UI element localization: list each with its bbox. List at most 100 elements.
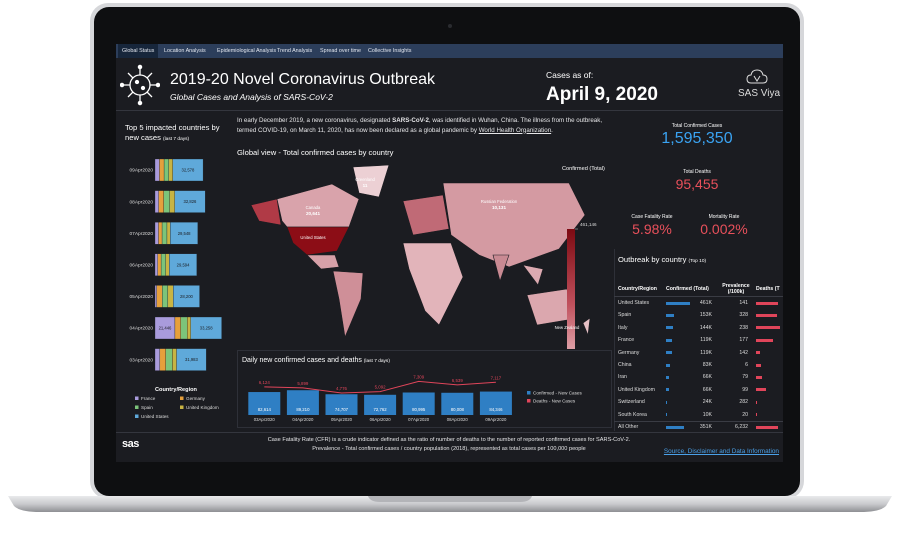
bar <box>479 391 512 415</box>
camera <box>448 24 452 28</box>
deaths-bar <box>756 338 773 342</box>
bar-segment <box>154 285 157 308</box>
confirmed-bar <box>666 425 685 429</box>
alaska <box>250 198 282 226</box>
bar-segment <box>163 190 170 213</box>
country: Italy <box>618 324 628 331</box>
x-tick-label: 09Apr2020 <box>485 417 507 422</box>
date-label: Cases as of: <box>546 70 594 80</box>
bar <box>286 390 319 415</box>
bar-segment <box>154 253 158 276</box>
map-legend-title: Confirmed (Total) <box>562 166 605 172</box>
confirmed: 144K <box>699 324 712 331</box>
bar-segment <box>180 316 188 340</box>
map-value: 11 <box>363 183 368 188</box>
legend-swatch <box>135 396 139 400</box>
notch <box>368 496 532 502</box>
deaths-bar <box>756 313 777 317</box>
southeast-asia <box>522 264 544 286</box>
bar <box>402 392 435 415</box>
bar-segment <box>160 253 166 276</box>
deaths-bar <box>756 425 778 429</box>
value-label: 72,762 <box>374 407 388 412</box>
confirmed: 119K <box>700 349 712 356</box>
source-link[interactable]: Source, Disclaimer and Data Information <box>663 448 779 455</box>
country: China <box>618 362 632 368</box>
bar-segment <box>172 158 204 182</box>
map-title: Global view - Total confirmed cases by c… <box>237 148 394 157</box>
subtitle: Global Cases and Analysis of SARS-CoV-2 <box>170 92 333 102</box>
intro-text: . <box>551 126 553 134</box>
prevalence: 20 <box>742 411 748 418</box>
table-note: (Top 10) <box>688 259 707 264</box>
value-label: 82,614 <box>258 407 272 412</box>
bar-segment <box>174 316 181 340</box>
country: Switzerland <box>618 399 645 406</box>
legend-swatch <box>180 405 184 409</box>
south-america <box>332 270 364 339</box>
tab[interactable]: Epidemiological Analysis <box>217 48 277 54</box>
dashboard: Global Status Location Analysis Epidemiolo… <box>116 44 783 462</box>
value-label: 80,995 <box>412 407 426 412</box>
deaths-bar <box>756 351 760 355</box>
color-scale <box>567 229 575 349</box>
value-label: 32,826 <box>184 199 197 204</box>
map-label: Russian Federation <box>481 199 518 204</box>
value-label: 7,309 <box>413 374 425 379</box>
deaths-bar <box>756 301 779 305</box>
deaths-bar <box>756 375 762 379</box>
kpi-label: Total Confirmed Cases <box>671 123 723 129</box>
title: 2019-20 Novel Coronavirus Outbreak <box>170 71 436 88</box>
intro-text: In early December 2019, a new coronaviru… <box>237 117 393 124</box>
united-states <box>286 226 350 256</box>
x-tick-label: 07Apr2020 <box>408 417 430 422</box>
india <box>492 254 510 283</box>
value-label: 7,117 <box>491 375 502 380</box>
tab[interactable]: Collective Insights <box>368 48 412 54</box>
tab[interactable]: Location Analysis <box>164 48 206 54</box>
bar-segment <box>163 158 169 182</box>
prevalence: 79 <box>742 374 748 381</box>
top5-note: (last 7 days) <box>163 137 190 142</box>
x-tick-label: 08Apr2020 <box>447 417 469 422</box>
confirmed-bar <box>666 400 668 404</box>
top5-title-text: Top 5 impacted countries by new cases <box>125 123 220 142</box>
viya-icon <box>746 69 768 84</box>
y-tick-label: 09Apr2020 <box>130 168 154 174</box>
tab[interactable]: Spread over time <box>320 48 362 54</box>
tab[interactable]: Trend Analysis <box>277 48 313 54</box>
tab-bar: Global Status Location Analysis Epidemiolo… <box>116 44 783 58</box>
country: United Kingdom <box>618 386 655 393</box>
bar-segment <box>158 190 164 213</box>
header-rule <box>614 296 783 297</box>
bar-segment <box>168 158 173 182</box>
confirmed-bar <box>666 388 670 392</box>
value-label: 32,578 <box>182 168 195 173</box>
kpi-value: 5.98% <box>632 221 672 237</box>
confirmed-bar <box>666 301 690 305</box>
footer-note: Prevalence - Total confirmed cases / cou… <box>312 446 586 452</box>
footer-note: Case Fatality Rate (CFR) is a crude indi… <box>267 437 631 443</box>
kpi-value: 95,455 <box>675 176 719 192</box>
column-header: Deaths (T <box>756 286 780 292</box>
confirmed: 461K <box>699 300 712 306</box>
bar <box>364 394 397 415</box>
daily-panel <box>237 350 612 428</box>
who-link[interactable]: World Health Organization <box>478 126 552 134</box>
country: Germany <box>618 349 640 356</box>
central-america <box>306 254 340 270</box>
prevalence: 6,232 <box>735 424 748 430</box>
divider <box>116 432 783 433</box>
bar <box>248 392 281 415</box>
kpi-value: 1,595,350 <box>661 130 733 147</box>
tab[interactable]: Global Status <box>118 44 159 58</box>
country-table: Country/Region Confirmed (Total) Prevalenc… <box>614 270 783 430</box>
value-label: 29,594 <box>177 262 190 267</box>
bar-segment <box>166 222 171 245</box>
virus-icon <box>120 64 160 106</box>
bar-segment <box>190 316 222 340</box>
intro: In early December 2019, a new coronaviru… <box>237 116 612 135</box>
table-title-text: Outbreak by country <box>618 255 687 264</box>
table-panel <box>614 249 783 431</box>
new-zealand <box>582 317 591 337</box>
